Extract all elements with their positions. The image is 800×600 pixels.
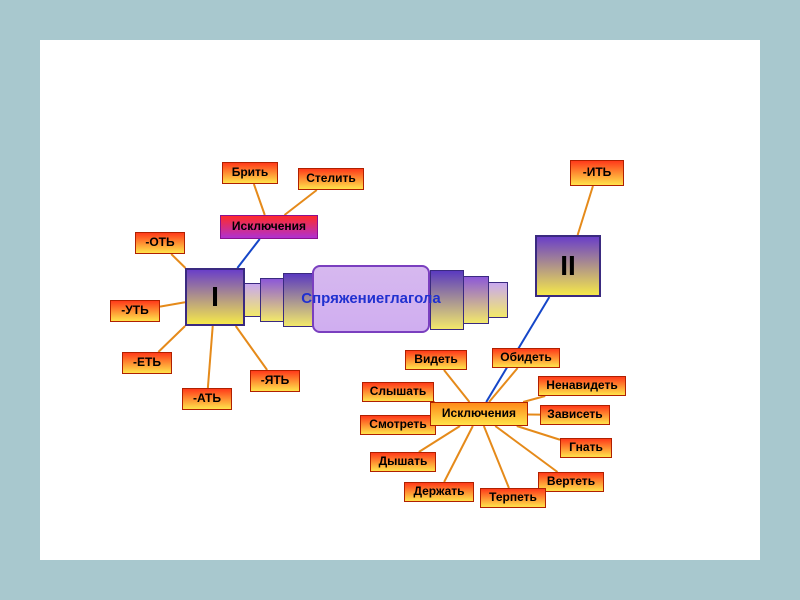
node-center: Спряжениеглагола — [312, 265, 430, 333]
node-gnat: Гнать — [560, 438, 612, 458]
edge-excp2-terpet — [484, 426, 509, 488]
node-ut: -УТЬ — [110, 300, 160, 322]
edge-I-et — [158, 326, 185, 352]
node-yat: -ЯТЬ — [250, 370, 300, 392]
node-II: II — [535, 235, 601, 297]
edge-I-yat — [236, 326, 267, 370]
node-zaviset: Зависеть — [540, 405, 610, 425]
edge-excp2-gnat — [517, 426, 560, 440]
connector-step — [260, 278, 285, 322]
edge-excp1-stelit — [285, 190, 317, 215]
node-excp1: Исключения — [220, 215, 318, 239]
node-videt: Видеть — [405, 350, 467, 370]
node-dyshat: Дышать — [370, 452, 436, 472]
node-et: -ЕТЬ — [122, 352, 172, 374]
edge-excp2-derzhat — [444, 426, 473, 482]
edge-I-ut — [160, 302, 185, 306]
node-vertet: Вертеть — [538, 472, 604, 492]
node-slyshat: Слышать — [362, 382, 434, 402]
node-ot: -ОТЬ — [135, 232, 185, 254]
diagram-canvas: СпряжениеглаголаIIIИсключенияИсключенияБ… — [40, 40, 760, 560]
node-excp2: Исключения — [430, 402, 528, 426]
node-stelit: Стелить — [298, 168, 364, 190]
node-I: I — [185, 268, 245, 326]
node-it: -ИТЬ — [570, 160, 624, 186]
edge-excp2-videt — [444, 370, 469, 402]
edge-excp2-obidet — [489, 368, 518, 402]
edge-excp2-vertet — [495, 426, 557, 472]
edge-I-ot — [171, 254, 185, 268]
connector-step — [487, 282, 508, 318]
edge-excp1-brit — [254, 184, 265, 215]
node-brit: Брить — [222, 162, 278, 184]
connector-step — [462, 276, 489, 324]
edge-II-it — [578, 186, 593, 235]
edge-I-excp1 — [237, 239, 259, 268]
node-derzhat: Держать — [404, 482, 474, 502]
edge-I-at — [208, 326, 213, 388]
node-at: -АТЬ — [182, 388, 232, 410]
node-nenavid: Ненавидеть — [538, 376, 626, 396]
node-obidet: Обидеть — [492, 348, 560, 368]
node-smotret: Смотреть — [360, 415, 436, 435]
node-terpet: Терпеть — [480, 488, 546, 508]
